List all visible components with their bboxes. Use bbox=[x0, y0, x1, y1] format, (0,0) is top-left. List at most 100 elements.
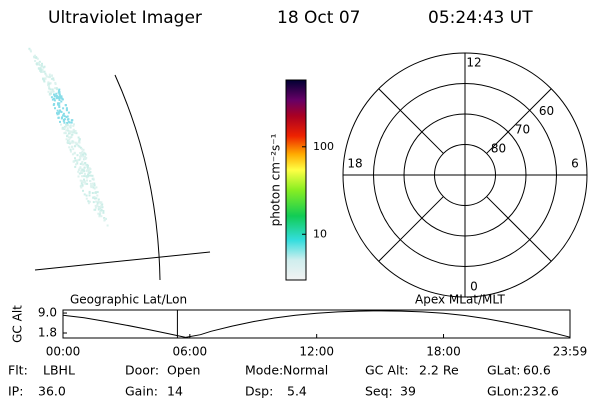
emission-pixel bbox=[48, 93, 51, 96]
emission-pixel bbox=[44, 72, 47, 75]
emission-pixel bbox=[83, 166, 86, 169]
emission-pixel bbox=[54, 81, 57, 84]
emission-pixel bbox=[36, 57, 39, 60]
lat-label: 60 bbox=[539, 104, 554, 118]
emission-pixel bbox=[83, 193, 86, 196]
emission-pixel bbox=[99, 210, 102, 213]
emission-pixel bbox=[81, 168, 84, 171]
emission-pixel bbox=[63, 132, 66, 135]
emission-pixel bbox=[48, 85, 50, 88]
emission-pixel bbox=[48, 73, 51, 76]
emission-pixel bbox=[73, 145, 76, 148]
diagonal bbox=[378, 196, 444, 262]
emission-pixel bbox=[70, 130, 73, 133]
emission-pixel bbox=[101, 206, 104, 209]
emission-pixel bbox=[96, 204, 99, 207]
emission-pixel bbox=[58, 90, 60, 93]
emission-pixel bbox=[77, 170, 80, 173]
emission-pixel bbox=[85, 176, 88, 179]
emission-pixel bbox=[72, 128, 75, 131]
emission-pixel bbox=[93, 182, 96, 185]
emission-pixel bbox=[76, 154, 79, 157]
emission-pixel bbox=[94, 206, 97, 209]
emission-pixel bbox=[87, 173, 89, 176]
altitude-curve bbox=[62, 310, 571, 338]
emission-pixel bbox=[38, 60, 41, 63]
emission-pixel bbox=[78, 138, 81, 141]
emission-pixel bbox=[67, 136, 70, 139]
emission-pixel bbox=[80, 186, 83, 189]
emission-pixel bbox=[88, 174, 91, 177]
emission-pixel bbox=[67, 111, 70, 114]
emission-pixel bbox=[45, 74, 48, 77]
emission-pixel bbox=[41, 69, 44, 72]
status-value: 5.4 bbox=[287, 384, 307, 399]
status-value: 232.6 bbox=[523, 384, 559, 399]
status-value: 36.0 bbox=[38, 384, 66, 399]
emission-pixel bbox=[95, 191, 97, 194]
x-tick-label: 06:00 bbox=[173, 345, 208, 359]
emission-pixel bbox=[62, 107, 65, 110]
lat-label: 70 bbox=[515, 123, 530, 137]
emission-pixel bbox=[60, 100, 63, 103]
status-label: Gain: bbox=[125, 384, 158, 399]
status-label: Mode: bbox=[245, 363, 283, 378]
emission-pixel bbox=[43, 79, 46, 82]
emission-pixel bbox=[79, 152, 82, 155]
time: 05:24:43 UT bbox=[428, 8, 533, 28]
emission-pixel bbox=[51, 88, 54, 91]
emission-pixel bbox=[72, 124, 75, 127]
emission-pixel bbox=[82, 189, 84, 192]
emission-pixel bbox=[54, 107, 56, 110]
status-label: Flt: bbox=[8, 363, 28, 378]
emission-pixel bbox=[71, 140, 74, 143]
emission-pixel bbox=[85, 194, 88, 197]
emission-pixel bbox=[61, 126, 64, 129]
emission-pixel bbox=[74, 157, 76, 160]
emission-pixel bbox=[63, 115, 66, 118]
emission-pixel bbox=[62, 114, 65, 117]
emission-pixel bbox=[68, 146, 71, 149]
emission-pixel bbox=[66, 127, 69, 130]
emission-pixel bbox=[64, 104, 67, 106]
lat-label: 80 bbox=[491, 141, 506, 155]
emission-pixel bbox=[48, 87, 51, 90]
emission-pixel bbox=[86, 166, 89, 169]
apex-label: Apex MLat/MLT bbox=[415, 293, 505, 307]
emission-pixel bbox=[83, 158, 86, 160]
emission-pixel bbox=[82, 155, 85, 158]
emission-pixel bbox=[100, 215, 103, 218]
emission-pixel bbox=[77, 144, 80, 147]
emission-pixel bbox=[80, 182, 83, 185]
emission-pixel bbox=[78, 145, 81, 148]
emission-pixel bbox=[74, 159, 77, 162]
emission-pixel bbox=[97, 200, 100, 203]
emission-pixel bbox=[94, 208, 97, 211]
emission-pixel bbox=[96, 202, 99, 205]
emission-pixel bbox=[88, 191, 91, 194]
emission-pixel bbox=[56, 109, 59, 112]
emission-pixel bbox=[100, 201, 103, 204]
emission-pixel bbox=[80, 155, 83, 158]
emission-pixel bbox=[71, 119, 74, 122]
emission-pixel bbox=[77, 136, 80, 139]
emission-pixel bbox=[65, 125, 68, 128]
emission-pixel bbox=[94, 204, 97, 207]
emission-pixel bbox=[95, 186, 98, 189]
emission-pixel bbox=[81, 175, 84, 178]
emission-pixel bbox=[67, 132, 70, 135]
emission-pixel bbox=[57, 102, 59, 105]
emission-pixel bbox=[56, 88, 59, 91]
emission-pixel bbox=[103, 218, 106, 220]
emission-pixel bbox=[81, 171, 84, 173]
emission-pixel bbox=[66, 135, 68, 138]
date: 18 Oct 07 bbox=[277, 8, 360, 28]
emission-pixel bbox=[74, 130, 77, 132]
emission-pixel bbox=[83, 175, 86, 178]
diagonal bbox=[486, 196, 552, 262]
emission-pixel bbox=[58, 93, 61, 96]
emission-pixel bbox=[102, 211, 105, 214]
emission-pixel bbox=[65, 123, 68, 126]
emission-pixel bbox=[45, 75, 48, 78]
emission-pixel bbox=[47, 90, 50, 93]
